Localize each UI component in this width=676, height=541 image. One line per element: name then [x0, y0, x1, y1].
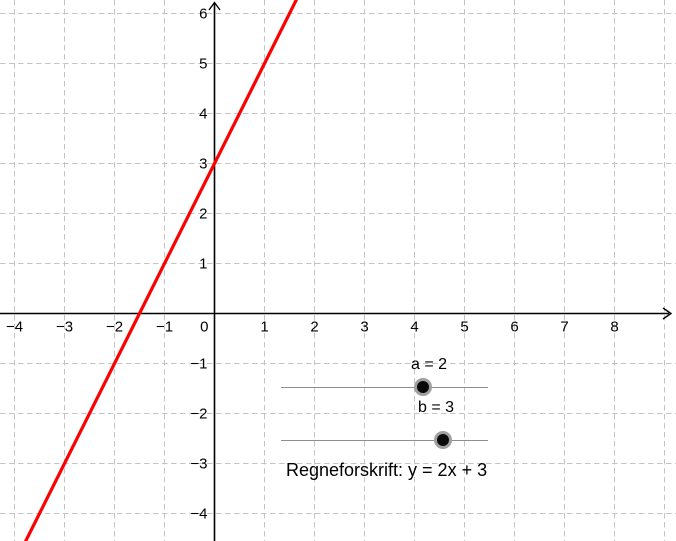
- x-tick-label: −3: [56, 319, 73, 336]
- rule-caption: Regneforskrift: y = 2x + 3: [286, 460, 488, 480]
- slider-a-track[interactable]: [281, 387, 488, 388]
- y-tick-label: −4: [190, 506, 207, 523]
- y-axis-arrow-icon: [208, 1, 221, 11]
- slider-b-label: b = 3: [418, 399, 455, 416]
- x-tick-label: 6: [510, 319, 518, 336]
- y-tick-label: −2: [190, 406, 207, 423]
- x-tick-label: 2: [310, 319, 318, 336]
- slider-b-knob-dot: [437, 434, 449, 446]
- slider-a-knob[interactable]: [414, 378, 432, 396]
- y-tick-label: 6: [199, 6, 207, 23]
- x-tick-label: 1: [260, 319, 268, 336]
- y-tick-label: −1: [190, 356, 207, 373]
- x-tick-label: 8: [610, 319, 618, 336]
- x-axis-arrow-icon: [662, 307, 673, 320]
- x-tick-label: 0: [200, 319, 208, 336]
- x-tick-label: 7: [560, 319, 568, 336]
- x-tick-label: −4: [6, 319, 23, 336]
- y-tick-label: −3: [190, 456, 207, 473]
- x-tick-label: 4: [410, 319, 418, 336]
- slider-a-label: a = 2: [411, 356, 448, 373]
- y-tick-label: 1: [199, 256, 207, 273]
- y-tick-label: 2: [199, 206, 207, 223]
- y-tick-label: 5: [199, 56, 207, 73]
- slider-b-track[interactable]: [281, 440, 488, 441]
- slider-a-knob-dot: [417, 381, 429, 393]
- x-tick-label: 3: [360, 319, 368, 336]
- x-tick-label: 5: [460, 319, 468, 336]
- y-tick-label: 3: [199, 156, 207, 173]
- x-tick-label: −1: [156, 319, 173, 336]
- slider-b-knob[interactable]: [434, 431, 452, 449]
- y-tick-label: 4: [199, 106, 207, 123]
- x-tick-label: −2: [106, 319, 123, 336]
